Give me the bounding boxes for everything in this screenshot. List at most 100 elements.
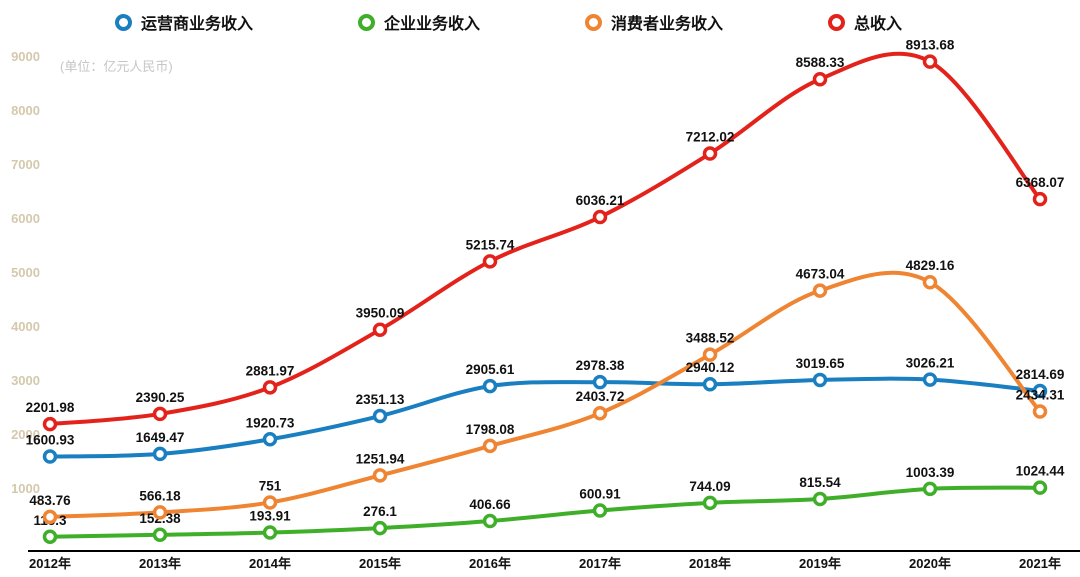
data-label-total: 6036.21 [576,193,625,208]
legend-marker-icon [358,13,376,31]
data-label-operator: 2940.12 [686,360,735,375]
data-point-consumer [812,283,828,298]
x-axis-tick: 2016年 [469,556,511,571]
data-point-consumer [702,347,718,362]
data-label-total: 3950.09 [356,306,405,321]
data-point-consumer [592,405,608,421]
x-axis-tick: 2018年 [689,556,731,571]
data-point-operator [482,378,498,394]
data-point-enterprise [42,529,58,545]
data-label-total: 7212.02 [686,130,735,145]
data-label-total: 8913.68 [906,38,955,53]
data-point-consumer [922,274,938,290]
data-label-consumer: 1251.94 [356,451,405,466]
data-point-total [812,71,828,87]
legend-item-enterprise-revenue[interactable]: 企业业务收入 [358,10,480,34]
series-line-enterprise [48,485,1042,539]
data-point-total [702,146,718,161]
data-point-enterprise [482,513,498,529]
y-axis-tick: 4000 [11,319,40,334]
y-axis-tick: 8000 [11,103,40,118]
data-label-consumer: 3488.52 [686,331,735,346]
data-point-enterprise [152,527,168,543]
data-point-operator [152,446,168,462]
data-point-total [372,322,388,337]
legend-label-total: 总收入 [854,16,903,33]
data-label-operator: 2978.38 [576,358,625,373]
y-axis-tick: 7000 [11,157,40,172]
x-axis-tick: 2019年 [799,556,841,571]
data-point-total [922,54,938,69]
data-label-enterprise: 1003.39 [906,465,955,480]
legend: 运营商业务收入 企业业务收入 消费者业务收入 总收入 [115,10,902,34]
data-point-total [1032,191,1048,207]
data-point-enterprise [372,520,388,536]
data-label-total: 2201.98 [26,400,75,415]
data-point-enterprise [262,525,278,540]
x-axis-tick: 2015年 [359,556,401,571]
data-label-operator: 2814.69 [1016,367,1065,382]
data-label-operator: 1600.93 [26,433,75,448]
data-label-consumer: 2434.31 [1016,388,1065,403]
data-point-operator [42,449,58,464]
data-point-consumer [372,468,388,483]
data-label-consumer: 483.76 [29,493,71,508]
data-label-total: 6368.07 [1016,175,1065,190]
unit-note: (单位：亿元人民币) [60,59,173,74]
x-axis-tick: 2021年 [1019,556,1061,571]
data-point-enterprise [922,481,938,497]
data-point-operator [592,374,608,390]
x-axis-tick: 2014年 [249,556,291,571]
data-point-total [482,254,498,269]
legend-item-operator-revenue[interactable]: 运营商业务收入 [115,10,253,34]
data-label-total: 2390.25 [136,390,185,405]
y-axis-tick: 1000 [11,481,40,496]
data-point-operator [372,408,388,424]
series-line-total [48,51,1042,427]
y-axis-tick: 3000 [11,373,40,388]
data-point-enterprise [592,503,608,518]
data-label-consumer: 4829.16 [906,258,955,273]
data-label-operator: 2351.13 [356,392,405,407]
data-label-consumer: 566.18 [139,488,181,503]
series-line-operator [48,376,1042,459]
data-point-operator [922,372,938,387]
data-label-consumer: 2403.72 [576,389,625,404]
data-label-enterprise: 193.91 [249,509,291,524]
data-label-enterprise: 815.54 [799,475,841,490]
series-line-consumer [48,270,1042,519]
data-point-enterprise [702,495,718,511]
legend-label-operator: 运营商业务收入 [141,16,254,33]
data-point-consumer [482,438,498,454]
data-point-total [262,380,278,395]
data-point-consumer [262,495,278,510]
y-axis-tick: 5000 [11,265,40,280]
legend-item-total-revenue[interactable]: 总收入 [828,10,902,34]
legend-item-consumer-revenue[interactable]: 消费者业务收入 [585,10,723,34]
data-label-total: 5215.74 [466,237,515,252]
data-label-consumer: 4673.04 [796,267,845,282]
data-label-operator: 1649.47 [136,430,185,445]
data-point-consumer [42,509,58,525]
data-point-total [42,416,58,432]
data-point-operator [1032,383,1048,399]
x-axis-tick: 2020年 [909,556,951,571]
x-axis-tick: 2012年 [29,556,71,571]
data-point-operator [702,376,718,392]
data-label-total: 2881.97 [246,363,295,378]
data-label-operator: 2905.61 [466,362,515,377]
x-axis-tick: 2013年 [139,556,181,571]
data-point-consumer [1032,404,1048,419]
data-label-operator: 1920.73 [246,415,295,430]
data-label-total: 8588.33 [796,55,845,70]
y-axis-tick: 2000 [11,427,40,442]
legend-marker-icon [585,13,603,31]
data-label-enterprise: 1024.44 [1016,464,1065,479]
legend-marker-icon [828,13,846,31]
data-label-consumer: 1798.08 [466,422,515,437]
data-label-operator: 3019.65 [796,356,845,371]
data-point-consumer [152,505,168,520]
data-label-consumer: 751 [259,478,282,493]
data-label-enterprise: 406.66 [469,497,511,512]
